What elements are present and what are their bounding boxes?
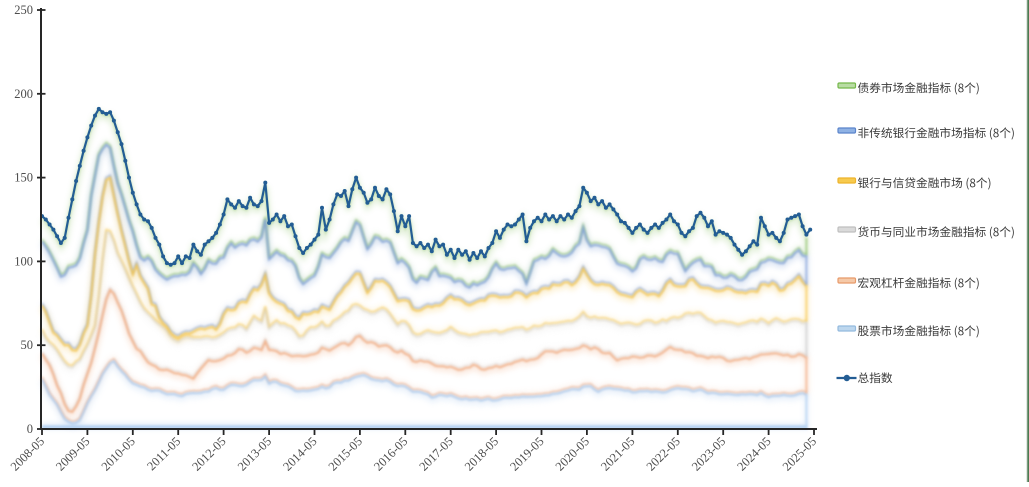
svg-text:150: 150 [14,171,33,185]
svg-text:250: 250 [14,3,33,17]
svg-text:100: 100 [14,254,33,268]
svg-text:0: 0 [27,422,33,436]
svg-text:200: 200 [14,87,33,101]
svg-text:50: 50 [21,338,34,352]
